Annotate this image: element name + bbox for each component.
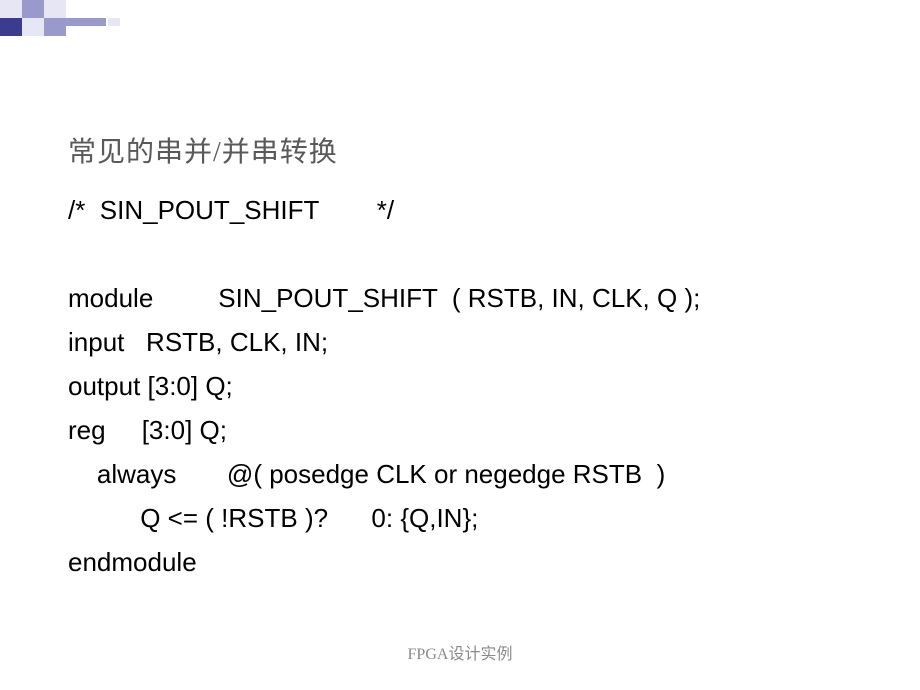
corner-decoration bbox=[0, 0, 180, 36]
deco-square bbox=[0, 0, 22, 18]
code-line: reg [3:0] Q; bbox=[68, 408, 880, 452]
code-line: Q <= ( !RSTB )? 0: {Q,IN}; bbox=[68, 496, 880, 540]
deco-square bbox=[44, 18, 66, 36]
code-line: /* SIN_POUT_SHIFT */ bbox=[68, 188, 880, 232]
deco-square bbox=[44, 0, 66, 18]
slide-content: 常见的串并/并串转换 /* SIN_POUT_SHIFT */ module S… bbox=[68, 130, 880, 584]
code-line: output [3:0] Q; bbox=[68, 364, 880, 408]
slide-title: 常见的串并/并串转换 bbox=[68, 130, 880, 170]
code-line: input RSTB, CLK, IN; bbox=[68, 320, 880, 364]
deco-square bbox=[22, 0, 44, 18]
code-line: module SIN_POUT_SHIFT ( RSTB, IN, CLK, Q… bbox=[68, 276, 880, 320]
deco-square bbox=[22, 18, 44, 36]
code-line bbox=[68, 232, 880, 276]
deco-square bbox=[108, 18, 120, 26]
code-block: /* SIN_POUT_SHIFT */ module SIN_POUT_SHI… bbox=[68, 188, 880, 584]
code-line: always @( posedge CLK or negedge RSTB ) bbox=[68, 452, 880, 496]
deco-square bbox=[66, 18, 106, 26]
deco-square bbox=[0, 18, 22, 36]
code-line: endmodule bbox=[68, 540, 880, 584]
footer-text: FPGA设计实例 bbox=[0, 640, 920, 664]
